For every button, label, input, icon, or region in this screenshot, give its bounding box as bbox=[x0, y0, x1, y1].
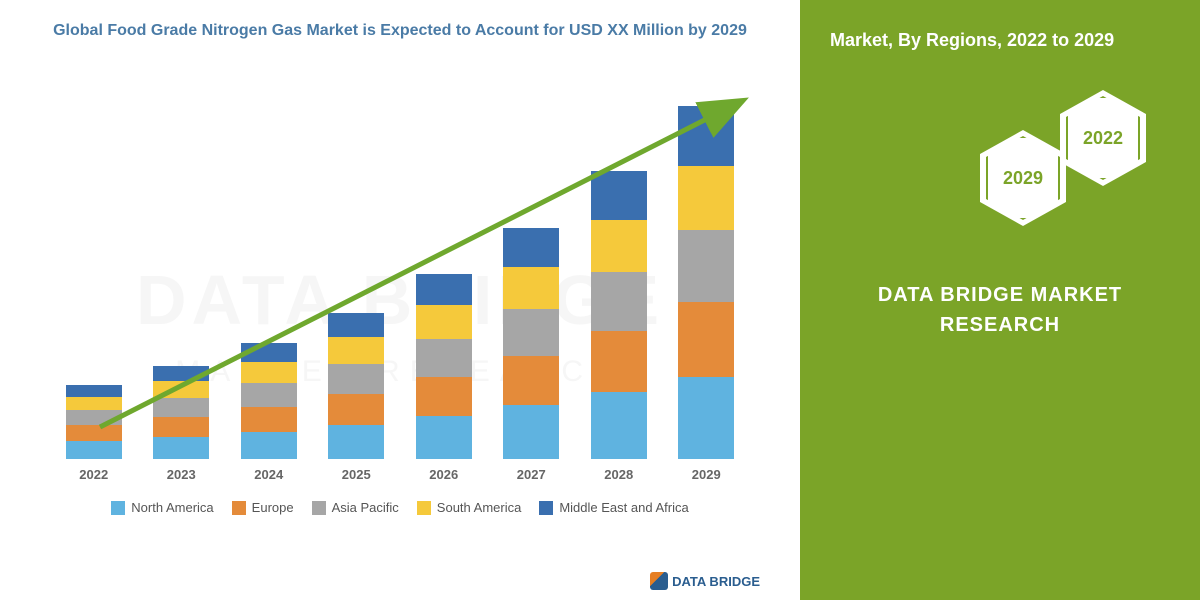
bar-segment bbox=[328, 364, 384, 394]
bar-stack bbox=[66, 385, 122, 459]
bar-group: 2023 bbox=[146, 366, 216, 482]
bar-segment bbox=[503, 309, 559, 356]
bar-segment bbox=[678, 166, 734, 230]
legend-label: Asia Pacific bbox=[332, 500, 399, 515]
right-panel: Market, By Regions, 2022 to 2029 2029 20… bbox=[800, 0, 1200, 600]
bar-group: 2028 bbox=[584, 171, 654, 482]
bar-group: 2029 bbox=[671, 106, 741, 482]
bar-group: 2027 bbox=[496, 228, 566, 482]
bar-segment bbox=[66, 410, 122, 425]
bar-segment bbox=[678, 106, 734, 166]
hexagon-2029: 2029 bbox=[980, 130, 1066, 226]
brand-line-2: RESEARCH bbox=[940, 314, 1060, 336]
bar-segment bbox=[503, 405, 559, 459]
bar-stack bbox=[503, 228, 559, 459]
bar-segment bbox=[66, 385, 122, 397]
bar-segment bbox=[591, 392, 647, 459]
bar-segment bbox=[328, 313, 384, 337]
bar-segment bbox=[416, 377, 472, 416]
bar-year-label: 2023 bbox=[167, 467, 196, 482]
bar-year-label: 2027 bbox=[517, 467, 546, 482]
bar-segment bbox=[241, 407, 297, 432]
bar-segment bbox=[503, 356, 559, 405]
bar-segment bbox=[328, 394, 384, 425]
chart-panel: Global Food Grade Nitrogen Gas Market is… bbox=[0, 0, 800, 600]
footer-logo-mark bbox=[650, 572, 668, 590]
bar-segment bbox=[591, 272, 647, 331]
bar-segment bbox=[503, 228, 559, 267]
bar-segment bbox=[591, 331, 647, 392]
legend-swatch bbox=[417, 501, 431, 515]
bar-segment bbox=[153, 398, 209, 417]
legend-item: Middle East and Africa bbox=[539, 500, 688, 515]
bar-segment bbox=[241, 343, 297, 362]
bar-stack bbox=[591, 171, 647, 459]
bar-segment bbox=[153, 417, 209, 437]
bar-stack bbox=[241, 343, 297, 459]
bar-segment bbox=[153, 381, 209, 398]
bar-year-label: 2022 bbox=[79, 467, 108, 482]
chart-area: 2022 2023 2024 2025 2026 2027 2028 2029 bbox=[30, 62, 770, 482]
bar-segment bbox=[66, 425, 122, 441]
bar-segment bbox=[66, 441, 122, 459]
bar-segment bbox=[416, 416, 472, 459]
bar-year-label: 2029 bbox=[692, 467, 721, 482]
footer-brand-text: DATA BRIDGE bbox=[672, 574, 760, 589]
footer-brand-logo: DATA BRIDGE bbox=[650, 572, 760, 590]
legend-item: Europe bbox=[232, 500, 294, 515]
bar-stack bbox=[416, 274, 472, 459]
bar-stack bbox=[153, 366, 209, 459]
bar-segment bbox=[591, 220, 647, 272]
bar-segment bbox=[328, 337, 384, 364]
legend-item: Asia Pacific bbox=[312, 500, 399, 515]
chart-title: Global Food Grade Nitrogen Gas Market is… bbox=[30, 20, 770, 42]
hexagon-label: 2022 bbox=[1066, 96, 1140, 180]
brand-line-1: DATA BRIDGE MARKET bbox=[878, 284, 1122, 306]
bar-segment bbox=[416, 305, 472, 339]
bar-segment bbox=[503, 267, 559, 309]
legend-label: Middle East and Africa bbox=[559, 500, 688, 515]
bar-year-label: 2026 bbox=[429, 467, 458, 482]
bar-year-label: 2025 bbox=[342, 467, 371, 482]
bar-segment bbox=[241, 362, 297, 383]
legend-label: South America bbox=[437, 500, 522, 515]
bar-segment bbox=[678, 302, 734, 377]
bar-year-label: 2024 bbox=[254, 467, 283, 482]
legend-item: South America bbox=[417, 500, 522, 515]
legend-swatch bbox=[312, 501, 326, 515]
bar-stack bbox=[678, 106, 734, 459]
bar-segment bbox=[66, 397, 122, 410]
bar-year-label: 2028 bbox=[604, 467, 633, 482]
bar-segment bbox=[678, 230, 734, 302]
bar-segment bbox=[678, 377, 734, 459]
bar-segment bbox=[241, 432, 297, 459]
legend-label: North America bbox=[131, 500, 213, 515]
bar-stack bbox=[328, 313, 384, 459]
legend-swatch bbox=[539, 501, 553, 515]
brand-text: DATA BRIDGE MARKET RESEARCH bbox=[800, 280, 1200, 340]
bar-segment bbox=[328, 425, 384, 459]
bar-group: 2025 bbox=[321, 313, 391, 482]
right-panel-title: Market, By Regions, 2022 to 2029 bbox=[830, 30, 1170, 51]
legend-item: North America bbox=[111, 500, 213, 515]
bar-segment bbox=[153, 366, 209, 381]
bar-group: 2022 bbox=[59, 385, 129, 482]
bar-segment bbox=[241, 383, 297, 407]
bar-group: 2026 bbox=[409, 274, 479, 482]
bar-segment bbox=[416, 274, 472, 305]
legend-swatch bbox=[232, 501, 246, 515]
legend-swatch bbox=[111, 501, 125, 515]
legend-label: Europe bbox=[252, 500, 294, 515]
hexagon-2022: 2022 bbox=[1060, 90, 1146, 186]
bar-segment bbox=[153, 437, 209, 459]
bar-group: 2024 bbox=[234, 343, 304, 482]
chart-legend: North America Europe Asia Pacific South Ame… bbox=[30, 500, 770, 515]
hexagon-label: 2029 bbox=[986, 136, 1060, 220]
bar-segment bbox=[416, 339, 472, 377]
bar-segment bbox=[591, 171, 647, 220]
